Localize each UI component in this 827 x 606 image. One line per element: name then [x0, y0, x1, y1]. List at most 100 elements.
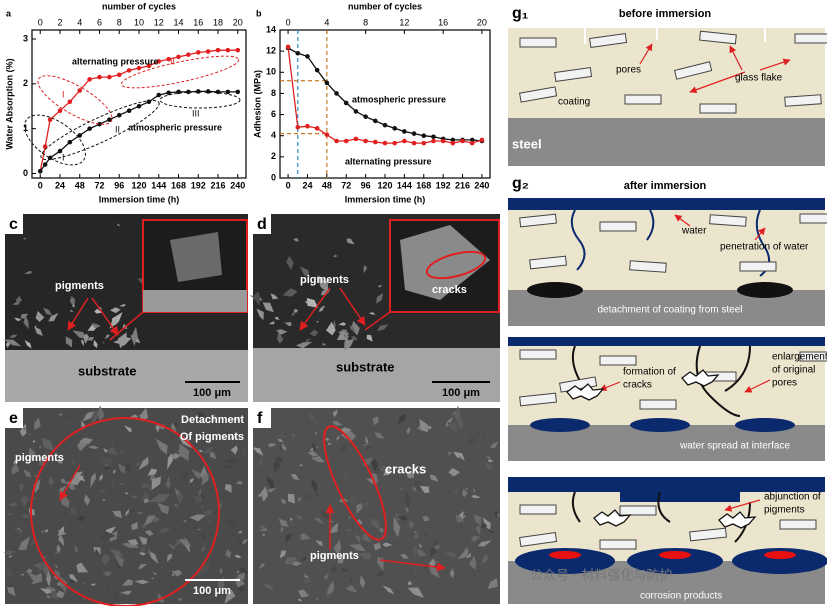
pigment-particle — [198, 449, 204, 453]
pigment-particle — [142, 482, 148, 489]
pigment-particle — [259, 527, 268, 532]
schematic-label: of original — [772, 365, 815, 376]
data-point — [42, 144, 48, 149]
pigment-particle — [296, 515, 303, 520]
pigment-particle — [77, 475, 86, 482]
pigment-particle — [350, 496, 357, 506]
pigment-particle — [298, 589, 309, 598]
data-point — [97, 121, 102, 127]
coating — [508, 198, 825, 290]
data-point — [67, 139, 73, 145]
pigment-particle — [330, 565, 337, 574]
pigment-particle — [296, 341, 313, 349]
pigment-particle — [25, 568, 33, 574]
pigment-particle — [130, 495, 138, 499]
pigment-particle — [269, 574, 274, 578]
pigment-particle — [362, 533, 371, 543]
pigment-particle — [299, 556, 307, 562]
crack-star — [718, 511, 757, 529]
arrow — [724, 499, 761, 512]
data-point — [411, 140, 417, 146]
pigment-particle — [239, 566, 249, 575]
pigment-particle — [99, 473, 103, 482]
data-point — [136, 103, 142, 109]
pigment-particle — [260, 486, 268, 502]
pigment-particle — [370, 459, 378, 472]
pigment-particle — [23, 315, 29, 330]
pigment-particle — [466, 552, 472, 559]
pigment-particle — [459, 456, 462, 461]
pigment-particle — [291, 507, 296, 515]
pigment-particle — [46, 595, 51, 599]
pigment-particle — [183, 536, 189, 542]
pigment-particle — [35, 310, 45, 322]
y-axis-title: Adhesion (MPa) — [252, 70, 262, 138]
pigment-particle — [349, 544, 367, 552]
pigment-particle — [234, 555, 242, 558]
schematic-label: water spread at interface — [679, 441, 790, 452]
data-point — [57, 108, 63, 114]
pigment-particle — [174, 422, 179, 426]
pigment-particle — [463, 546, 468, 554]
pigment-particle — [419, 485, 430, 494]
pigment-particle — [287, 493, 295, 504]
y-tick-label: 4 — [271, 130, 276, 140]
y-tick-label: 12 — [266, 46, 276, 56]
pigment-particle — [413, 533, 420, 539]
pigment-particle — [41, 437, 55, 452]
pigment-particle — [333, 254, 338, 258]
pigment-particle — [152, 572, 158, 576]
micrograph-label: substrate — [336, 359, 395, 374]
pigment-particle — [315, 598, 319, 600]
glass-flake — [639, 399, 677, 410]
pigment-particle — [281, 443, 287, 452]
pigment-particle — [125, 508, 130, 517]
pigment-particle — [407, 581, 413, 586]
pigment-particle — [19, 423, 27, 437]
label-bg — [5, 408, 23, 428]
schematic-label: penetration of water — [720, 242, 809, 253]
pigment-particle — [124, 492, 129, 495]
pigment-particle — [120, 590, 132, 595]
x2-tick-label: 2 — [57, 17, 62, 27]
pigment-particle — [64, 422, 68, 426]
detachment-circle — [30, 417, 220, 606]
pigment-particle — [284, 322, 292, 327]
pigment-particle — [354, 436, 358, 440]
pigment-particle — [445, 552, 457, 558]
pigment-particle — [222, 463, 229, 469]
series-label: atmospheric pressure — [352, 94, 446, 104]
panel-label: c — [9, 216, 18, 233]
pigment-particle — [340, 427, 352, 434]
data-point — [295, 50, 301, 56]
pigment-particle — [219, 567, 223, 575]
corrosion — [732, 548, 827, 574]
data-point — [334, 91, 339, 96]
pigment-particle — [358, 552, 371, 560]
scale-label: 100 μm — [193, 387, 231, 399]
pigment-particle — [23, 428, 27, 430]
pigment-particle — [300, 533, 311, 541]
pigment-particle — [11, 526, 23, 536]
pigment-particle — [84, 494, 90, 507]
pigment-particle — [466, 432, 481, 446]
schematic-label: enlargement — [772, 352, 827, 363]
pigment-particle — [415, 548, 428, 557]
pigment-particle — [41, 529, 46, 534]
pigment-particle — [67, 484, 76, 490]
pigment-particle — [32, 440, 36, 443]
inset-link — [364, 311, 391, 331]
envelope — [37, 75, 113, 125]
pigment-particle — [147, 548, 151, 556]
pigment-particle — [173, 540, 182, 547]
pigment-particle — [202, 446, 215, 454]
pigment-particle — [344, 332, 349, 342]
pigment-particle — [219, 501, 222, 510]
data-point — [324, 132, 330, 137]
pigment-particle — [114, 553, 125, 568]
pigment-particle — [172, 462, 188, 467]
pigment-particle — [196, 561, 211, 577]
crack-path — [571, 345, 751, 417]
series-line — [39, 90, 238, 172]
y-tick-label: 2 — [23, 78, 28, 88]
